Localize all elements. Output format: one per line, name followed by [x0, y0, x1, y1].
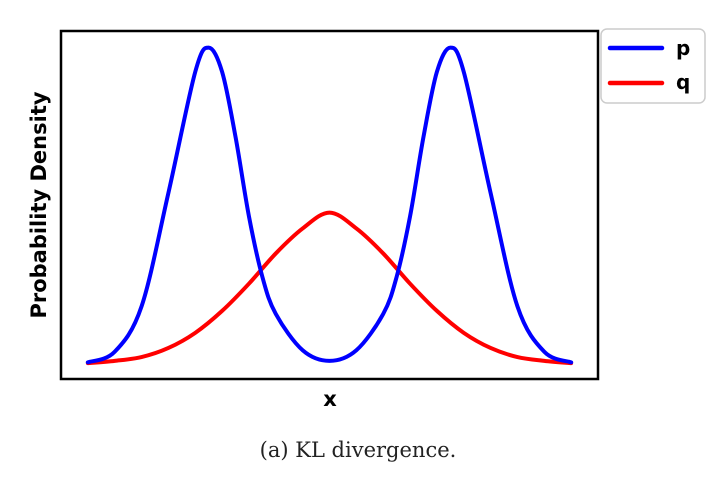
series-layer: [85, 45, 574, 366]
series-line-q: [85, 210, 574, 366]
series-line-p: [85, 45, 574, 365]
legend-label-p: p: [676, 36, 690, 60]
x-axis-label: x: [323, 387, 337, 411]
legend-label-q: q: [676, 70, 690, 94]
plot-area: [59, 29, 600, 381]
figure-caption: (a) KL divergence.: [259, 438, 457, 462]
legend: p q: [600, 28, 706, 104]
y-axis-label: Probability Density: [27, 91, 51, 318]
kl-divergence-chart: Probability Density x p q: [27, 28, 706, 411]
